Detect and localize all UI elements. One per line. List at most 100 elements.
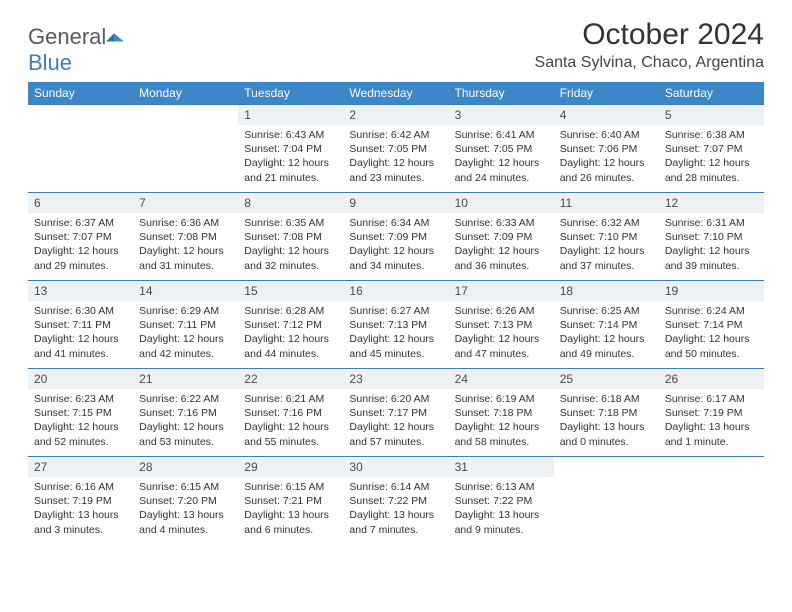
day-sunrise: Sunrise: 6:41 AM <box>455 128 548 142</box>
day-sunrise: Sunrise: 6:40 AM <box>560 128 653 142</box>
weekday-header: Wednesday <box>343 82 448 105</box>
location-subtitle: Santa Sylvina, Chaco, Argentina <box>535 54 764 72</box>
day-content: Sunrise: 6:13 AMSunset: 7:22 PMDaylight:… <box>449 477 554 543</box>
day-daylight2: and 37 minutes. <box>560 259 653 273</box>
day-sunrise: Sunrise: 6:31 AM <box>665 216 758 230</box>
day-sunset: Sunset: 7:16 PM <box>139 406 232 420</box>
day-content: Sunrise: 6:19 AMSunset: 7:18 PMDaylight:… <box>449 389 554 455</box>
calendar-day-cell: 21Sunrise: 6:22 AMSunset: 7:16 PMDayligh… <box>133 369 238 457</box>
day-content: Sunrise: 6:14 AMSunset: 7:22 PMDaylight:… <box>343 477 448 543</box>
weekday-header: Sunday <box>28 82 133 105</box>
day-sunrise: Sunrise: 6:38 AM <box>665 128 758 142</box>
day-number: 6 <box>28 193 133 213</box>
day-sunrise: Sunrise: 6:16 AM <box>34 480 127 494</box>
day-number: 15 <box>238 281 343 301</box>
day-content: Sunrise: 6:43 AMSunset: 7:04 PMDaylight:… <box>238 125 343 191</box>
brand-mark-icon <box>106 30 124 44</box>
day-sunset: Sunset: 7:18 PM <box>560 406 653 420</box>
day-daylight1: Daylight: 12 hours <box>244 420 337 434</box>
weekday-header-row: SundayMondayTuesdayWednesdayThursdayFrid… <box>28 82 764 105</box>
day-sunrise: Sunrise: 6:14 AM <box>349 480 442 494</box>
day-sunset: Sunset: 7:20 PM <box>139 494 232 508</box>
calendar-day-cell: 26Sunrise: 6:17 AMSunset: 7:19 PMDayligh… <box>659 369 764 457</box>
day-daylight2: and 34 minutes. <box>349 259 442 273</box>
day-number: 12 <box>659 193 764 213</box>
calendar-day-cell: 28Sunrise: 6:15 AMSunset: 7:20 PMDayligh… <box>133 457 238 545</box>
weekday-header: Monday <box>133 82 238 105</box>
day-daylight2: and 0 minutes. <box>560 435 653 449</box>
calendar-day-cell: 27Sunrise: 6:16 AMSunset: 7:19 PMDayligh… <box>28 457 133 545</box>
day-daylight2: and 6 minutes. <box>244 523 337 537</box>
calendar-day-cell: 17Sunrise: 6:26 AMSunset: 7:13 PMDayligh… <box>449 281 554 369</box>
day-number: 1 <box>238 105 343 125</box>
day-number: 14 <box>133 281 238 301</box>
day-content: Sunrise: 6:32 AMSunset: 7:10 PMDaylight:… <box>554 213 659 279</box>
day-sunset: Sunset: 7:16 PM <box>244 406 337 420</box>
day-sunrise: Sunrise: 6:15 AM <box>244 480 337 494</box>
day-daylight1: Daylight: 12 hours <box>244 244 337 258</box>
day-sunrise: Sunrise: 6:28 AM <box>244 304 337 318</box>
day-sunset: Sunset: 7:13 PM <box>455 318 548 332</box>
day-content: Sunrise: 6:34 AMSunset: 7:09 PMDaylight:… <box>343 213 448 279</box>
day-daylight2: and 57 minutes. <box>349 435 442 449</box>
calendar-day-cell: 18Sunrise: 6:25 AMSunset: 7:14 PMDayligh… <box>554 281 659 369</box>
day-number: 5 <box>659 105 764 125</box>
day-sunrise: Sunrise: 6:42 AM <box>349 128 442 142</box>
day-number: 10 <box>449 193 554 213</box>
calendar-day-cell: 23Sunrise: 6:20 AMSunset: 7:17 PMDayligh… <box>343 369 448 457</box>
day-daylight1: Daylight: 13 hours <box>244 508 337 522</box>
day-daylight2: and 24 minutes. <box>455 171 548 185</box>
day-daylight2: and 36 minutes. <box>455 259 548 273</box>
calendar-day-cell: 22Sunrise: 6:21 AMSunset: 7:16 PMDayligh… <box>238 369 343 457</box>
calendar-day-cell: 7Sunrise: 6:36 AMSunset: 7:08 PMDaylight… <box>133 193 238 281</box>
calendar-day-cell <box>554 457 659 545</box>
day-sunset: Sunset: 7:10 PM <box>560 230 653 244</box>
day-daylight2: and 50 minutes. <box>665 347 758 361</box>
day-daylight2: and 1 minute. <box>665 435 758 449</box>
day-daylight1: Daylight: 12 hours <box>139 244 232 258</box>
brand-logo: GeneralBlue <box>28 24 124 76</box>
calendar-day-cell: 20Sunrise: 6:23 AMSunset: 7:15 PMDayligh… <box>28 369 133 457</box>
calendar-day-cell: 2Sunrise: 6:42 AMSunset: 7:05 PMDaylight… <box>343 105 448 193</box>
day-daylight1: Daylight: 12 hours <box>349 156 442 170</box>
day-content: Sunrise: 6:38 AMSunset: 7:07 PMDaylight:… <box>659 125 764 191</box>
day-number: 30 <box>343 457 448 477</box>
day-daylight2: and 9 minutes. <box>455 523 548 537</box>
day-daylight1: Daylight: 12 hours <box>455 420 548 434</box>
day-content: Sunrise: 6:29 AMSunset: 7:11 PMDaylight:… <box>133 301 238 367</box>
day-sunset: Sunset: 7:07 PM <box>665 142 758 156</box>
day-sunset: Sunset: 7:05 PM <box>455 142 548 156</box>
day-sunrise: Sunrise: 6:24 AM <box>665 304 758 318</box>
brand-part2: Blue <box>28 50 72 75</box>
calendar-day-cell: 16Sunrise: 6:27 AMSunset: 7:13 PMDayligh… <box>343 281 448 369</box>
calendar-day-cell: 5Sunrise: 6:38 AMSunset: 7:07 PMDaylight… <box>659 105 764 193</box>
brand-text: GeneralBlue <box>28 24 124 76</box>
day-daylight2: and 42 minutes. <box>139 347 232 361</box>
day-daylight2: and 3 minutes. <box>34 523 127 537</box>
day-sunset: Sunset: 7:18 PM <box>455 406 548 420</box>
calendar-day-cell: 10Sunrise: 6:33 AMSunset: 7:09 PMDayligh… <box>449 193 554 281</box>
calendar-day-cell: 14Sunrise: 6:29 AMSunset: 7:11 PMDayligh… <box>133 281 238 369</box>
weekday-header: Thursday <box>449 82 554 105</box>
day-daylight1: Daylight: 12 hours <box>34 332 127 346</box>
day-daylight1: Daylight: 12 hours <box>349 332 442 346</box>
calendar-day-cell: 25Sunrise: 6:18 AMSunset: 7:18 PMDayligh… <box>554 369 659 457</box>
day-daylight2: and 4 minutes. <box>139 523 232 537</box>
day-content: Sunrise: 6:21 AMSunset: 7:16 PMDaylight:… <box>238 389 343 455</box>
calendar-day-cell: 9Sunrise: 6:34 AMSunset: 7:09 PMDaylight… <box>343 193 448 281</box>
calendar-week-row: 1Sunrise: 6:43 AMSunset: 7:04 PMDaylight… <box>28 105 764 193</box>
day-daylight1: Daylight: 13 hours <box>139 508 232 522</box>
day-content: Sunrise: 6:17 AMSunset: 7:19 PMDaylight:… <box>659 389 764 455</box>
day-number: 21 <box>133 369 238 389</box>
calendar-day-cell: 12Sunrise: 6:31 AMSunset: 7:10 PMDayligh… <box>659 193 764 281</box>
month-title: October 2024 <box>535 18 764 52</box>
day-content: Sunrise: 6:42 AMSunset: 7:05 PMDaylight:… <box>343 125 448 191</box>
day-daylight2: and 52 minutes. <box>34 435 127 449</box>
day-content: Sunrise: 6:22 AMSunset: 7:16 PMDaylight:… <box>133 389 238 455</box>
calendar-day-cell: 8Sunrise: 6:35 AMSunset: 7:08 PMDaylight… <box>238 193 343 281</box>
day-sunset: Sunset: 7:11 PM <box>139 318 232 332</box>
day-number <box>659 457 764 477</box>
day-daylight2: and 58 minutes. <box>455 435 548 449</box>
day-sunset: Sunset: 7:14 PM <box>665 318 758 332</box>
day-number: 13 <box>28 281 133 301</box>
